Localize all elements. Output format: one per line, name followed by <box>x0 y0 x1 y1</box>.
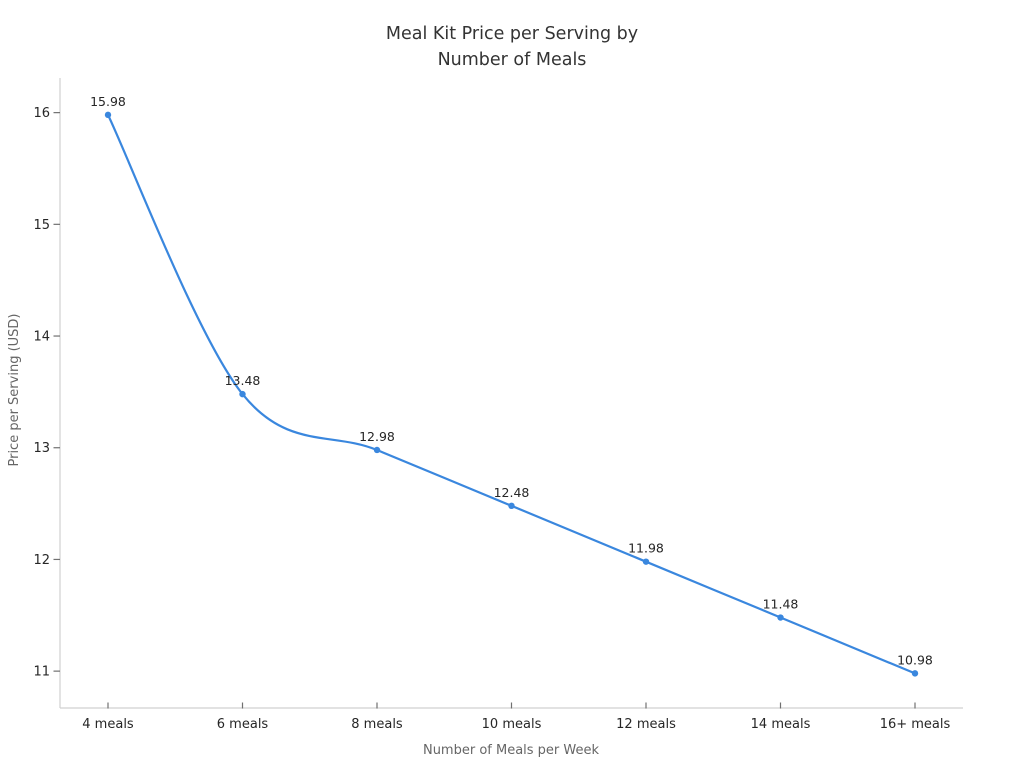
price-line <box>106 113 917 675</box>
data-point-label: 10.98 <box>897 652 933 667</box>
x-axis-title: Number of Meals per Week <box>423 743 600 758</box>
y-tick-label: 15 <box>33 218 50 233</box>
chart-title-line1: Meal Kit Price per Serving by <box>386 24 638 44</box>
data-point <box>642 558 650 565</box>
x-tick-label: 8 meals <box>351 717 403 732</box>
y-tick-label: 13 <box>33 441 50 456</box>
x-tick-label: 4 meals <box>82 717 134 732</box>
y-tick-label: 14 <box>33 330 50 345</box>
data-point <box>508 502 515 510</box>
x-tick-label: 12 meals <box>616 717 676 732</box>
y-axis-title: Price per Serving (USD) <box>7 313 22 466</box>
data-point-label: 11.48 <box>763 597 799 612</box>
data-point <box>373 446 381 454</box>
data-point <box>239 390 246 398</box>
data-point <box>911 670 919 677</box>
y-tick-label: 12 <box>33 553 50 568</box>
data-point-label: 15.98 <box>90 94 126 109</box>
data-point <box>777 614 784 621</box>
data-point-label: 11.98 <box>628 541 664 556</box>
x-tick-label: 6 meals <box>217 717 269 732</box>
data-point-label: 12.48 <box>494 485 530 500</box>
y-tick-label: 16 <box>33 106 50 121</box>
x-tick-label: 14 meals <box>751 717 811 732</box>
y-tick-label: 11 <box>33 665 50 680</box>
data-point-label: 13.48 <box>225 373 261 388</box>
x-tick-label: 10 meals <box>482 717 542 732</box>
plot-area: 11 12 13 14 15 16 4 meals 6 meals 8 meals 10 meal… <box>33 78 963 732</box>
chart-title-line2: Number of Meals <box>438 50 587 70</box>
x-tick-label: 16+ meals <box>880 717 951 732</box>
data-point-label: 12.98 <box>359 429 395 444</box>
data-point <box>104 111 112 119</box>
